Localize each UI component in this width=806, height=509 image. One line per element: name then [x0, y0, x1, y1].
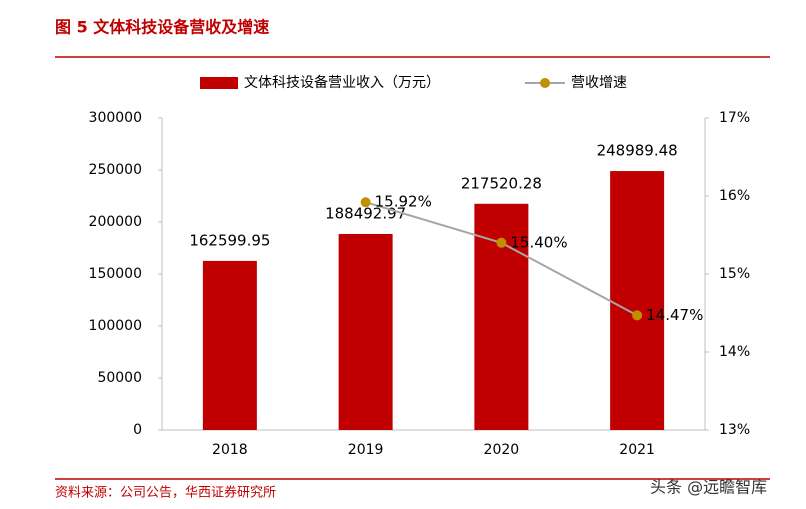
bar-value-label: 162599.95 — [189, 231, 270, 249]
legend-label: 营收增速 — [571, 75, 627, 91]
line-marker — [360, 197, 371, 208]
line-marker — [632, 310, 643, 321]
y2-tick-label: 13% — [719, 422, 750, 438]
bar — [338, 233, 393, 430]
x-tick-label: 2020 — [484, 442, 520, 458]
legend-swatch — [200, 77, 238, 89]
y2-tick-label: 17% — [719, 110, 750, 126]
y-tick-label: 100000 — [89, 318, 142, 334]
y2-tick-label: 15% — [719, 266, 750, 282]
bar — [610, 171, 665, 430]
y-tick-label: 200000 — [89, 214, 142, 230]
y-tick-label: 300000 — [89, 110, 142, 126]
chart-title: 图 5 文体科技设备营收及增速 — [55, 18, 269, 37]
y-tick-label: 150000 — [89, 266, 142, 282]
y-tick-label: 250000 — [89, 162, 142, 178]
y-tick-label: 0 — [133, 422, 142, 438]
source: 资料来源：公司公告，华西证券研究所 — [55, 485, 276, 501]
watermark: 头条 @远瞻智库 — [650, 478, 767, 497]
x-tick-label: 2019 — [348, 442, 384, 458]
line-value-label: 15.92% — [375, 193, 432, 211]
y-tick-label: 50000 — [97, 370, 142, 386]
legend-marker — [540, 78, 550, 88]
y2-tick-label: 14% — [719, 344, 750, 360]
y2-tick-label: 16% — [719, 188, 750, 204]
bar-value-label: 248989.48 — [597, 142, 678, 160]
line-value-label: 14.47% — [646, 306, 703, 324]
x-tick-label: 2021 — [619, 442, 655, 458]
line-marker — [496, 237, 507, 248]
bar-value-label: 217520.28 — [461, 174, 542, 192]
x-tick-label: 2018 — [212, 442, 248, 458]
line-value-label: 15.40% — [510, 233, 567, 251]
bar — [202, 260, 257, 430]
legend-label: 文体科技设备营业收入（万元） — [244, 74, 440, 91]
